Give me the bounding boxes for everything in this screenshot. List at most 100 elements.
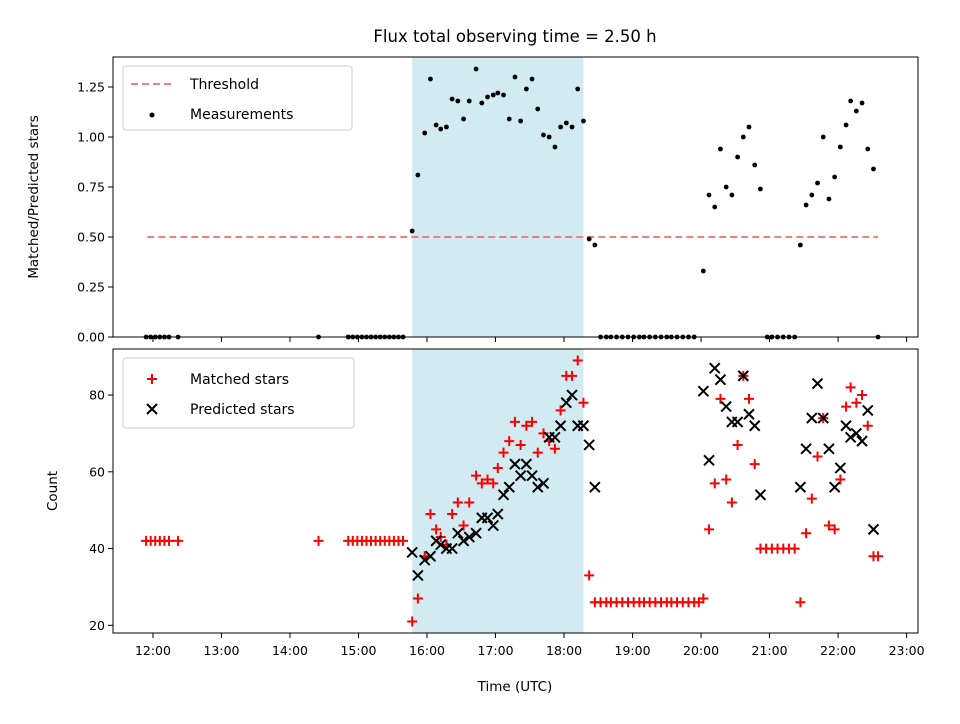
bottom-observing-window: [412, 349, 584, 633]
top-legend-box: [122, 65, 353, 131]
predicted-stars-point: [834, 462, 847, 474]
matched-stars-point: [527, 416, 538, 427]
bottom-y-tick-label: 60: [89, 464, 105, 479]
matched-stars-point: [789, 543, 800, 554]
measurements-point: [820, 134, 826, 140]
matched-stars-point: [163, 535, 174, 546]
measurements-point: [449, 96, 455, 102]
matched-stars-point: [398, 535, 409, 546]
measurements-point: [575, 86, 581, 92]
measurements-point: [700, 268, 706, 274]
measurements-point: [859, 100, 865, 106]
predicted-stars-point: [850, 427, 863, 440]
measurements-point: [826, 196, 832, 202]
predicted-stars-point: [828, 481, 841, 493]
predicted-stars-point: [481, 512, 494, 524]
predicted-stars-point: [794, 481, 807, 493]
measurements-point: [473, 66, 479, 72]
legend-measurements-label: Measurements: [190, 107, 293, 123]
measurements-point: [479, 100, 485, 106]
matched-stars-point: [509, 416, 520, 427]
measurements-point: [809, 192, 815, 198]
top-legend: Threshold Measurements: [122, 65, 353, 131]
matched-stars-point: [749, 459, 760, 470]
measurements-point: [803, 202, 809, 208]
measurements-point: [422, 130, 428, 136]
predicted-stars-point: [406, 546, 418, 559]
x-tick-label: 14:00: [272, 643, 308, 658]
top-y-axis-label: Matched/Predicted stars: [26, 115, 42, 278]
measurements-point: [837, 144, 843, 150]
matched-stars-point: [407, 616, 418, 627]
predicted-stars-point: [806, 412, 818, 424]
predicted-stars-point: [589, 481, 601, 493]
measurements-point: [706, 192, 712, 198]
matched-stars-point: [709, 478, 720, 489]
matched-stars-point: [698, 593, 709, 604]
predicted-stars-point: [520, 458, 533, 470]
measurements-point: [552, 144, 558, 150]
top-panel-frame: [112, 56, 919, 338]
matched-stars-point: [425, 509, 436, 520]
measurements-point: [815, 180, 820, 186]
measurements-point: [853, 108, 859, 114]
bottom-legend-box: [122, 357, 355, 429]
matched-stars-point: [806, 493, 817, 504]
measurements-point: [461, 116, 466, 122]
matched-stars-point: [431, 524, 442, 535]
top-panel-y-ticks: 0.00 0.25 0.50 0.75 1.00 1.25: [77, 80, 113, 345]
matched-stars-point: [715, 393, 726, 404]
matched-stars-point: [704, 524, 715, 535]
legend-matched-swatch: [147, 374, 157, 384]
legend-matched-label: Matched stars: [190, 372, 289, 388]
x-tick-label: 20:00: [683, 643, 719, 658]
measurements-point: [746, 124, 752, 130]
matched-stars-point: [721, 474, 732, 485]
measurements-point: [735, 154, 740, 160]
x-tick-label: 15:00: [340, 643, 376, 658]
measurements-point: [843, 122, 849, 128]
predicted-stars-point: [526, 469, 538, 482]
x-tick-label: 22:00: [820, 643, 856, 658]
measurements-point: [523, 86, 529, 92]
matched-stars-point: [482, 474, 493, 485]
matched-stars-point: [851, 397, 862, 408]
top-panel: 0.00 0.25 0.50 0.75 1.00 1.25 Matched/Predict…: [26, 56, 919, 345]
predicted-stars-point: [446, 542, 458, 555]
top-y-tick-label: 0.50: [77, 230, 105, 245]
measurements-point: [529, 76, 535, 82]
predicted-stars-point: [503, 481, 515, 493]
measurements-point: [495, 90, 501, 96]
measurements-point: [466, 98, 472, 104]
measurements-point: [740, 134, 746, 140]
matched-stars-point: [498, 447, 509, 458]
measurements-point: [752, 162, 758, 168]
matched-stars-point: [732, 439, 743, 450]
measurements-point: [501, 92, 506, 98]
measurements-point: [535, 106, 541, 112]
matched-stars-point: [471, 470, 482, 481]
x-tick-label: 23:00: [889, 643, 925, 658]
matched-stars-point: [515, 439, 526, 450]
predicted-stars-point: [560, 397, 573, 409]
top-y-tick-label: 0.75: [77, 180, 105, 195]
matched-stars-point: [835, 474, 846, 485]
matched-stars-point: [476, 478, 487, 489]
predicted-stars-point: [856, 435, 868, 447]
measurements-point: [723, 184, 729, 190]
matched-stars-point: [841, 401, 852, 412]
predicted-stars-point: [862, 404, 874, 417]
measurements-point: [797, 242, 803, 248]
matched-stars-point: [538, 428, 549, 439]
matched-stars-point: [555, 405, 566, 416]
matched-stars-point: [578, 397, 589, 408]
legend-measurements-swatch: [149, 112, 155, 118]
measurements-point: [409, 228, 415, 234]
top-panel-marks: [143, 57, 881, 340]
measurements-point: [712, 204, 718, 210]
measurements-point: [558, 124, 564, 130]
matched-stars-point: [452, 497, 463, 508]
x-tick-label: 21:00: [752, 643, 788, 658]
measurements-point: [506, 116, 512, 122]
measurements-point: [415, 172, 421, 178]
